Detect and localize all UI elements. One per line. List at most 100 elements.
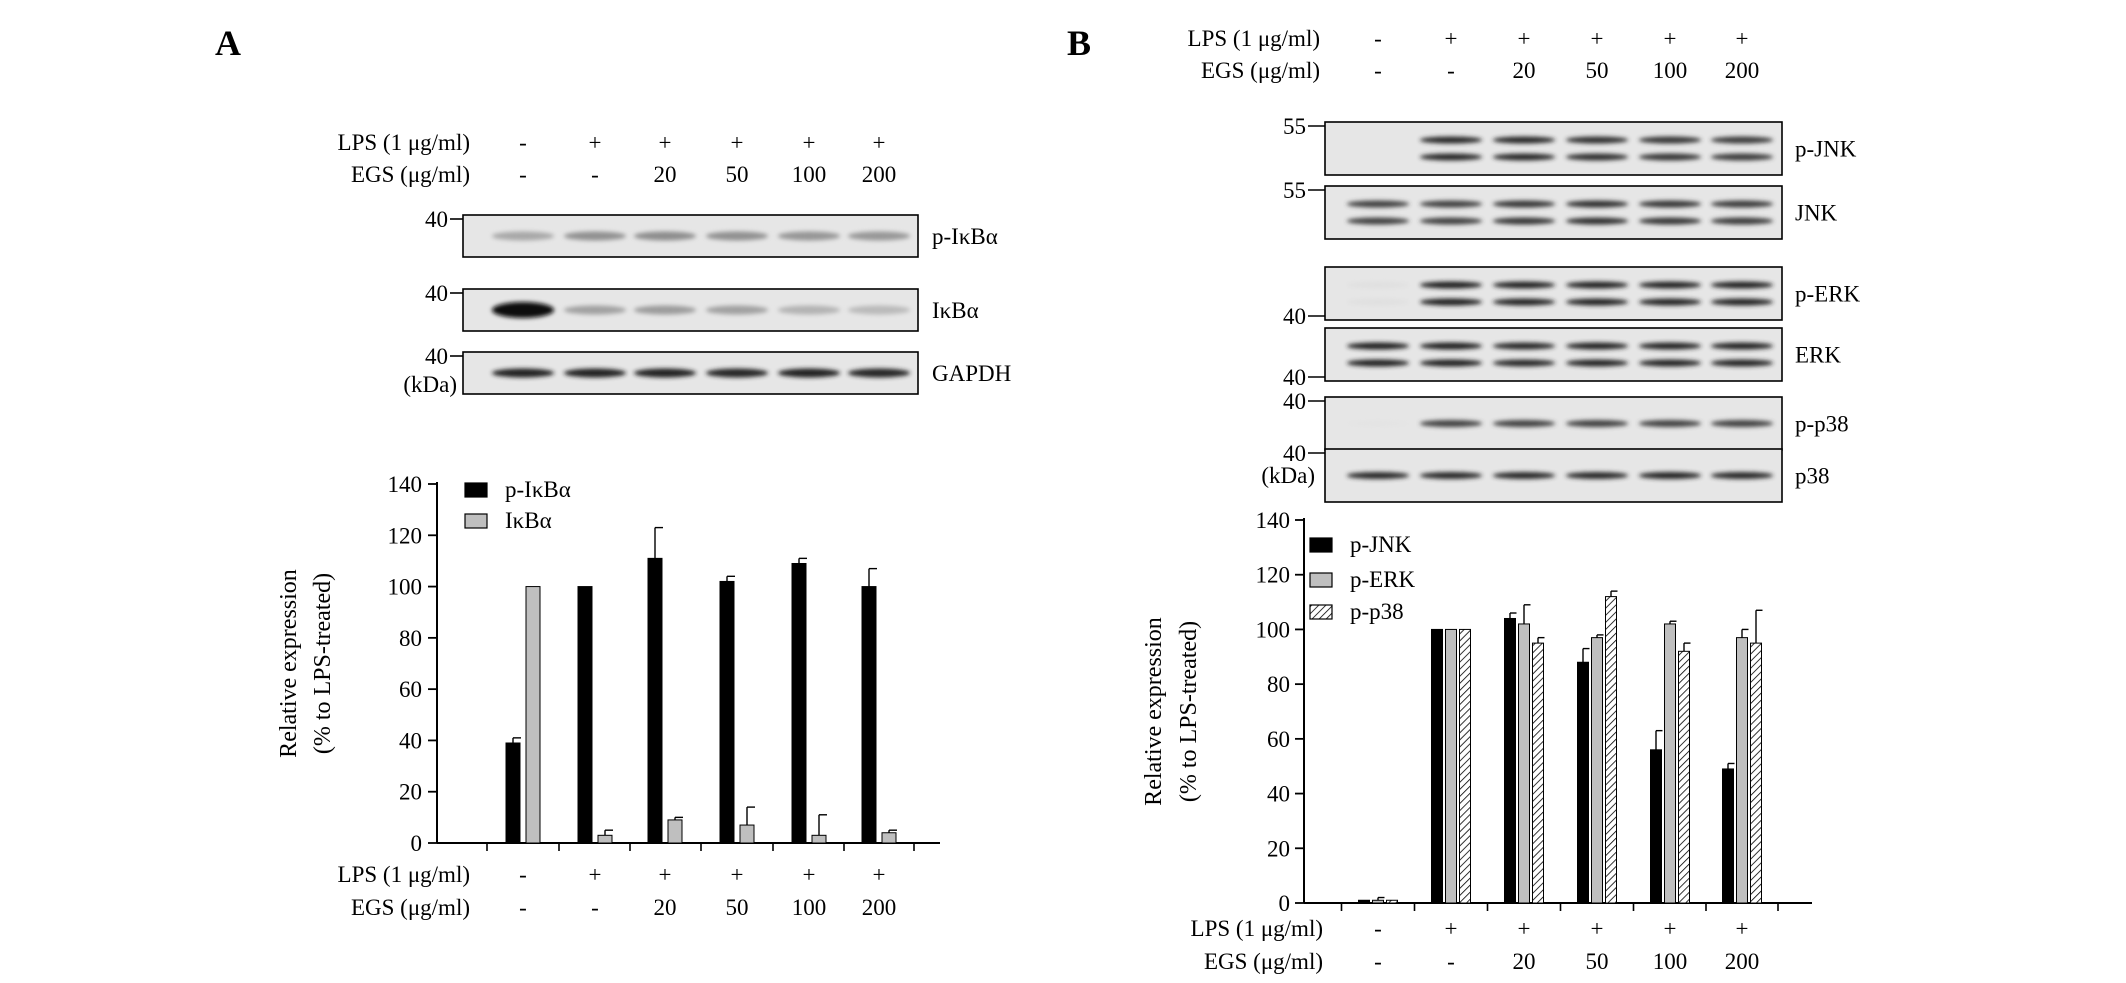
y-tick-label: 40: [1267, 782, 1290, 807]
y-tick-label: 0: [411, 831, 423, 856]
bar-IκBα: [525, 586, 541, 844]
blot-band: [1492, 200, 1556, 208]
y-tick-label: 60: [399, 677, 422, 702]
blot-p38: 40 p38: [1283, 441, 1830, 503]
blot-band: [1419, 342, 1483, 350]
condition-value: +: [1445, 26, 1458, 51]
blot-band: [1492, 472, 1556, 479]
bar-p-IκBα: [719, 580, 735, 844]
blot-band: [1565, 359, 1629, 367]
x-condition-value: +: [803, 862, 816, 887]
blot-band: [1565, 472, 1629, 479]
bar-p-JNK: [1722, 768, 1734, 904]
blot-label: p38: [1795, 464, 1830, 489]
blot-label: p-p38: [1795, 412, 1849, 437]
condition-value: +: [1736, 26, 1749, 51]
blot-band: [1710, 200, 1774, 208]
x-condition-value: -: [1447, 949, 1455, 974]
condition-value: 50: [1586, 58, 1609, 83]
bar-p-p38: [1605, 596, 1617, 904]
mw-marker: 40: [1283, 304, 1306, 329]
blot-band: [1710, 359, 1774, 367]
bar-IκBα: [739, 824, 755, 844]
kda-unit-label: (kDa): [1261, 463, 1315, 488]
lps-row-label: LPS (1 μg/ml): [338, 130, 470, 155]
bar-p-JNK: [1577, 661, 1589, 904]
blot-band: [847, 305, 911, 315]
blot-frame: [1324, 121, 1783, 176]
blot-band: [1492, 136, 1556, 144]
x-condition-value: 100: [792, 895, 827, 920]
blot-band: [1565, 200, 1629, 208]
blot-band: [1419, 420, 1483, 427]
blot-band: [1638, 136, 1702, 144]
y-tick-label: 80: [1267, 672, 1290, 697]
blot-band: [1492, 342, 1556, 350]
bar-p-p38: [1386, 899, 1398, 904]
condition-value: 20: [1513, 58, 1536, 83]
x-lps-row-label: LPS (1 μg/ml): [1191, 916, 1323, 941]
mw-marker: 40: [1283, 389, 1306, 414]
legend-label: p-IκBα: [505, 477, 571, 502]
blot-band: [1710, 298, 1774, 306]
blot-band: [705, 231, 769, 241]
condition-value: +: [873, 130, 886, 155]
y-tick-label: 120: [388, 523, 423, 548]
egs-row-label: EGS (μg/ml): [1201, 58, 1320, 83]
bar-chart: 0 20 40 60 80 100 120 140 Relative expression (% …: [276, 472, 940, 920]
x-egs-row-label: EGS (μg/ml): [1204, 949, 1323, 974]
blot-band: [563, 305, 627, 315]
y-axis-label: Relative expression: [1141, 617, 1167, 806]
y-tick-label: 100: [388, 575, 423, 600]
bar-p-IκBα: [791, 562, 807, 844]
blot-label: p-JNK: [1795, 137, 1857, 162]
x-condition-value: +: [1736, 916, 1749, 941]
blot-band: [1419, 281, 1483, 289]
x-condition-value: 50: [1586, 949, 1609, 974]
bar-p-p38: [1532, 642, 1544, 904]
bar-p-IκBα: [505, 742, 521, 844]
blot-band: [1710, 217, 1774, 225]
blot-band: [1419, 153, 1483, 161]
x-condition-value: +: [659, 862, 672, 887]
blot-band: [1710, 420, 1774, 427]
condition-value: -: [1447, 58, 1455, 83]
legend-swatch: [464, 482, 488, 498]
blot-band: [1710, 153, 1774, 161]
panel-a: A LPS (1 μg/ml) - + + + + + EGS (μg/ml) - - 20 50 100…: [215, 23, 1011, 920]
blot-band: [1492, 153, 1556, 161]
blot-band: [847, 368, 911, 378]
mw-marker: 40: [425, 281, 448, 306]
y-tick-label: 100: [1256, 617, 1291, 642]
blot-band: [633, 231, 697, 241]
mw-marker: 40: [1283, 365, 1306, 390]
blot-band: [491, 231, 555, 241]
blot-band: [777, 231, 841, 241]
x-condition-value: 200: [862, 895, 897, 920]
condition-value: -: [591, 162, 599, 187]
legend-swatch: [1309, 572, 1333, 588]
x-condition-value: -: [519, 862, 527, 887]
blot-band: [1638, 342, 1702, 350]
blot-band: [705, 368, 769, 378]
blot-label: IκBα: [932, 298, 979, 323]
blot-band: [1565, 217, 1629, 225]
blot-p-IκBα: 40 p-IκBα: [425, 207, 998, 258]
x-egs-row-label: EGS (μg/ml): [351, 895, 470, 920]
blot-IκBα: 40 IκBα: [425, 281, 979, 332]
legend-swatch: [464, 513, 488, 529]
bar-chart: 0 20 40 60 80 100 120 140 Relative expression (% …: [1141, 508, 1812, 974]
y-tick-label: 140: [1256, 508, 1291, 533]
x-condition-value: 100: [1653, 949, 1688, 974]
legend-swatch: [1309, 537, 1333, 553]
legend-swatch: [1309, 604, 1333, 620]
blot-band: [1346, 342, 1410, 350]
blot-band: [1346, 200, 1410, 208]
blot-band: [1710, 281, 1774, 289]
blot-band: [1565, 153, 1629, 161]
mw-marker: 40: [425, 207, 448, 232]
x-condition-value: 50: [726, 895, 749, 920]
blot-band: [1492, 298, 1556, 306]
blot-band: [1492, 420, 1556, 427]
x-condition-value: -: [1374, 949, 1382, 974]
